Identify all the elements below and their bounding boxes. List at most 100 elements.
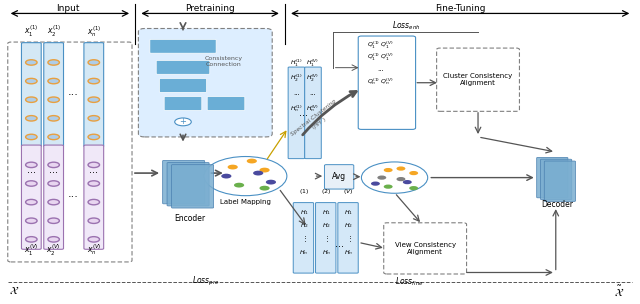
Text: Decoder: Decoder xyxy=(541,200,573,209)
FancyBboxPatch shape xyxy=(167,163,209,206)
FancyBboxPatch shape xyxy=(384,223,467,274)
Circle shape xyxy=(26,218,37,223)
Text: Label Mapping: Label Mapping xyxy=(220,199,271,205)
Text: $H_n$: $H_n$ xyxy=(300,248,308,257)
FancyBboxPatch shape xyxy=(22,145,41,249)
Text: $x_1^{(1)}$: $x_1^{(1)}$ xyxy=(24,24,38,39)
Text: View Consistency
Alignment: View Consistency Alignment xyxy=(395,242,456,255)
Text: $H_2^{(V)}$: $H_2^{(V)}$ xyxy=(307,72,319,84)
Circle shape xyxy=(228,165,238,169)
Circle shape xyxy=(88,218,100,223)
Text: $x_n^{(V)}$: $x_n^{(V)}$ xyxy=(86,243,101,257)
FancyBboxPatch shape xyxy=(44,145,63,249)
FancyBboxPatch shape xyxy=(172,165,214,208)
Text: $\vdots$: $\vdots$ xyxy=(323,234,330,244)
Circle shape xyxy=(88,116,100,121)
Circle shape xyxy=(48,97,60,102)
Circle shape xyxy=(175,118,191,126)
Circle shape xyxy=(26,60,37,65)
Text: ...: ... xyxy=(335,239,344,249)
Circle shape xyxy=(48,134,60,140)
Circle shape xyxy=(396,177,405,181)
Circle shape xyxy=(384,168,393,172)
FancyBboxPatch shape xyxy=(540,159,572,200)
FancyBboxPatch shape xyxy=(163,161,205,204)
Circle shape xyxy=(362,162,428,193)
Circle shape xyxy=(26,199,37,205)
Circle shape xyxy=(26,134,37,140)
Circle shape xyxy=(88,181,100,186)
FancyBboxPatch shape xyxy=(316,202,336,273)
Circle shape xyxy=(26,162,37,168)
FancyBboxPatch shape xyxy=(436,48,520,111)
FancyBboxPatch shape xyxy=(293,202,314,273)
Text: $x_2^{(1)}$: $x_2^{(1)}$ xyxy=(47,24,61,39)
Text: $\vdots$: $\vdots$ xyxy=(301,234,307,244)
Text: ...: ... xyxy=(27,165,36,175)
Text: $H_1$: $H_1$ xyxy=(322,208,331,217)
FancyBboxPatch shape xyxy=(156,60,210,74)
Text: $H_1^{(1)}$: $H_1^{(1)}$ xyxy=(290,57,303,69)
Circle shape xyxy=(371,181,380,186)
Text: ...: ... xyxy=(293,90,300,96)
Text: $H_1^{(V)}$: $H_1^{(V)}$ xyxy=(307,57,319,69)
Text: ...: ... xyxy=(68,87,79,97)
Circle shape xyxy=(48,181,60,186)
Circle shape xyxy=(26,237,37,242)
Circle shape xyxy=(48,199,60,205)
FancyBboxPatch shape xyxy=(150,39,216,53)
Text: +: + xyxy=(180,117,186,126)
FancyBboxPatch shape xyxy=(207,97,245,110)
Circle shape xyxy=(253,171,263,175)
Text: $Loss_{enh}$: $Loss_{enh}$ xyxy=(392,19,420,32)
Circle shape xyxy=(409,186,418,190)
Circle shape xyxy=(221,174,232,178)
Text: ...: ... xyxy=(49,165,58,175)
Circle shape xyxy=(88,237,100,242)
FancyBboxPatch shape xyxy=(84,145,104,249)
Circle shape xyxy=(409,171,418,175)
FancyBboxPatch shape xyxy=(338,202,358,273)
Text: $H_2^{(1)}$: $H_2^{(1)}$ xyxy=(290,72,303,84)
FancyBboxPatch shape xyxy=(544,161,575,202)
Text: $Loss_{fine}$: $Loss_{fine}$ xyxy=(395,275,424,288)
Text: $x_2^{(V)}$: $x_2^{(V)}$ xyxy=(46,242,61,257)
Text: $H_n^{(V)}$: $H_n^{(V)}$ xyxy=(307,103,319,114)
FancyBboxPatch shape xyxy=(84,43,104,147)
Text: $Q_1^{(1)}\ Q_1^{(V)}$: $Q_1^{(1)}\ Q_1^{(V)}$ xyxy=(367,39,394,51)
Text: $\mathcal{X}$: $\mathcal{X}$ xyxy=(9,285,19,296)
Text: $(2)$: $(2)$ xyxy=(321,187,332,196)
Text: Spectral Clustering: Spectral Clustering xyxy=(290,98,337,136)
Text: ...: ... xyxy=(377,66,384,72)
Text: $\vdots$: $\vdots$ xyxy=(346,234,351,244)
Text: Input: Input xyxy=(56,5,80,13)
Text: $(V)$: $(V)$ xyxy=(344,187,354,196)
Circle shape xyxy=(204,157,287,196)
Circle shape xyxy=(88,78,100,84)
FancyBboxPatch shape xyxy=(358,36,415,130)
Text: Encoder: Encoder xyxy=(174,214,205,223)
Text: $(HH^T)$: $(HH^T)$ xyxy=(310,115,330,133)
FancyBboxPatch shape xyxy=(164,97,202,110)
Text: $H_2$: $H_2$ xyxy=(344,221,353,230)
Circle shape xyxy=(26,78,37,84)
FancyBboxPatch shape xyxy=(44,43,63,147)
Circle shape xyxy=(88,60,100,65)
Circle shape xyxy=(48,237,60,242)
Text: $H_n$: $H_n$ xyxy=(322,248,331,257)
Text: $H_1$: $H_1$ xyxy=(344,208,353,217)
Circle shape xyxy=(88,97,100,102)
Circle shape xyxy=(48,78,60,84)
Circle shape xyxy=(88,199,100,205)
Circle shape xyxy=(26,97,37,102)
Text: $x_1^{(V)}$: $x_1^{(V)}$ xyxy=(24,242,38,257)
Text: $(1)$: $(1)$ xyxy=(299,187,309,196)
Circle shape xyxy=(48,218,60,223)
Text: $Q_1^{(1)}\ Q_1^{(V)}$: $Q_1^{(1)}\ Q_1^{(V)}$ xyxy=(367,51,394,63)
Circle shape xyxy=(259,186,269,191)
Text: Avg: Avg xyxy=(332,172,346,181)
Text: $H_2$: $H_2$ xyxy=(300,221,308,230)
Text: $H_n^{(1)}$: $H_n^{(1)}$ xyxy=(290,103,303,114)
Text: $\tilde{\mathcal{X}}$: $\tilde{\mathcal{X}}$ xyxy=(614,283,625,298)
Circle shape xyxy=(384,185,393,189)
